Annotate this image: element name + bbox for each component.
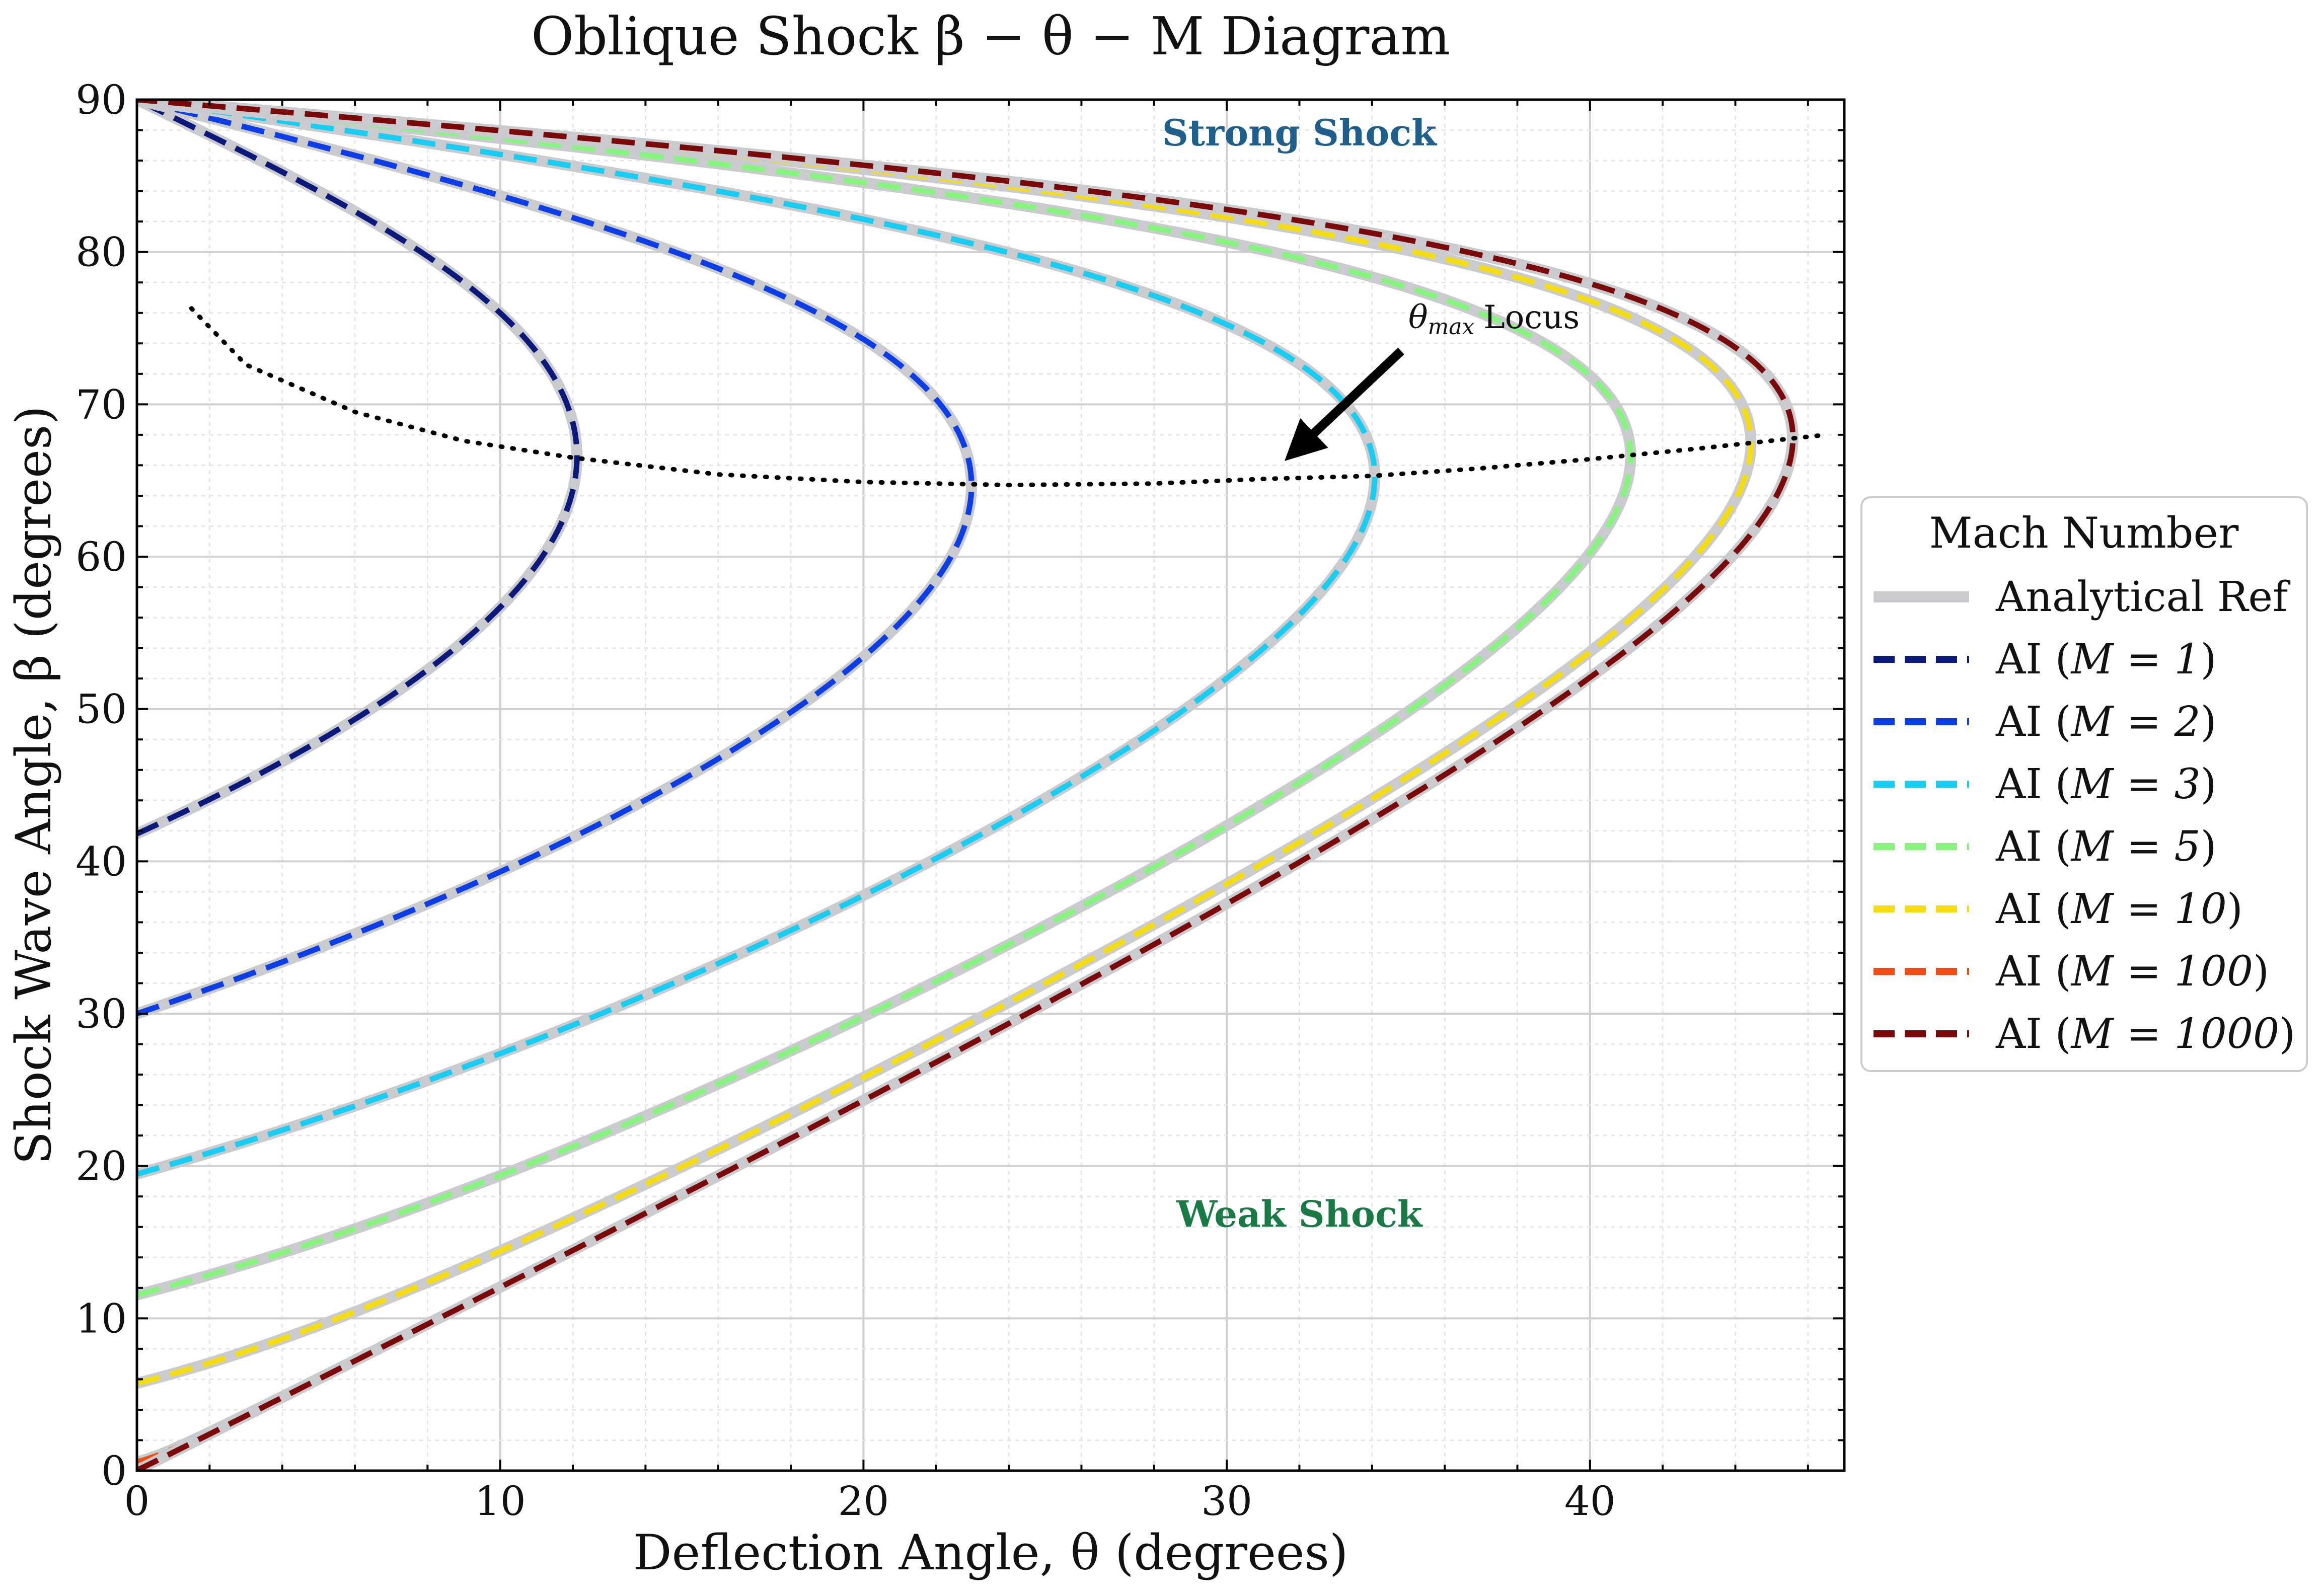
y-tick-label: 80: [76, 229, 127, 276]
legend-label-suffix: ): [2201, 698, 2217, 746]
theta-max-subscript: max: [1428, 314, 1474, 340]
ai-curve-2: [137, 100, 975, 1017]
legend-box: [1860, 496, 2308, 1072]
axis-ticks: 0 10 20 30 40 0 10 20 30 40 50 60 70 80 90: [76, 77, 1844, 1525]
x-tick-label: 40: [1564, 1478, 1616, 1525]
legend-label-1.5: AI (M = 1): [1995, 636, 2217, 683]
plot-frame: [135, 98, 1846, 1472]
analytical-ref-curve: [137, 100, 1757, 1389]
legend-label-prefix: AI (: [1995, 698, 2071, 746]
y-tick-label: 10: [76, 1295, 127, 1342]
legend-label-math: M = 3: [2070, 761, 2201, 808]
legend-label-5: AI (M = 5): [1995, 823, 2217, 871]
analytical-ref-curve: [137, 100, 1636, 1301]
grid: [137, 100, 1844, 1471]
y-tick-label: 60: [76, 534, 127, 580]
locus-word: Locus: [1483, 299, 1580, 336]
legend-label-prefix: AI (: [1995, 823, 2071, 871]
curves-group: [137, 100, 1829, 1471]
legend-label-suffix: ): [2253, 948, 2269, 996]
legend-label-suffix: ): [2201, 823, 2217, 871]
legend-label-suffix: ): [2279, 1010, 2295, 1058]
legend-label-math: M = 5: [2070, 823, 2201, 871]
ai-curve-3: [137, 100, 1378, 1177]
analytical-ref-curve: [137, 100, 583, 840]
x-tick-label: 20: [838, 1478, 889, 1525]
y-tick-label: 90: [76, 77, 127, 123]
legend-label-math: M = 2: [2070, 698, 2201, 746]
theta-max-locus-label: θmax Locus: [1408, 299, 1580, 340]
y-tick-label: 30: [76, 991, 127, 1037]
x-axis-label: Deflection Angle, θ (degrees): [633, 1525, 1348, 1581]
x-tick-label: 10: [475, 1478, 526, 1525]
legend-label-math: M = 10: [2070, 885, 2227, 933]
legend-title: Mach Number: [1929, 508, 2239, 558]
y-axis-label: Shock Wave Angle, β (degrees): [6, 406, 62, 1165]
legend-label-suffix: ): [2201, 636, 2217, 683]
legend-label-prefix: AI (: [1995, 1010, 2071, 1058]
legend-label-1000: AI (M = 1000): [1995, 1010, 2295, 1058]
chart-title: Oblique Shock β − θ − M Diagram: [531, 6, 1450, 67]
x-tick-label: 30: [1201, 1478, 1252, 1525]
ai-curve-10: [137, 100, 1754, 1386]
ai-curve-1000: [137, 100, 1796, 1471]
legend-label-10: AI (M = 10): [1995, 885, 2243, 933]
legend-label-prefix: AI (: [1995, 885, 2071, 933]
y-tick-label: 40: [76, 838, 127, 885]
legend-label-prefix: AI (: [1995, 636, 2071, 683]
ai-curve-1.5: [137, 100, 580, 837]
x-tick-label: 0: [124, 1478, 150, 1525]
theta-symbol: θ: [1408, 299, 1428, 336]
legend-label-math: M = 100: [2070, 948, 2253, 996]
legend-label-suffix: ): [2201, 761, 2217, 808]
ai-curve-5: [137, 100, 1634, 1298]
weak-shock-label: Weak Shock: [1176, 1193, 1423, 1236]
legend-label-3: AI (M = 3): [1995, 761, 2217, 808]
theta-max-arrow: [1284, 347, 1404, 461]
y-tick-label: 70: [76, 381, 127, 428]
legend-label-math: M = 1: [2070, 636, 2201, 683]
legend-label-math: M = 1000: [2070, 1010, 2279, 1058]
legend-label-prefix: AI (: [1995, 948, 2071, 996]
legend-label-100: AI (M = 100): [1995, 948, 2269, 996]
legend-label-prefix: AI (: [1995, 761, 2071, 808]
y-tick-label: 50: [76, 686, 127, 733]
legend-label-suffix: ): [2227, 885, 2243, 933]
y-tick-label: 0: [101, 1448, 127, 1494]
legend-label-2: AI (M = 2): [1995, 698, 2217, 746]
y-tick-label: 20: [76, 1143, 127, 1190]
strong-shock-label: Strong Shock: [1162, 111, 1438, 154]
theta-max-locus: [189, 306, 1829, 488]
legend-label-reference: Analytical Ref: [1995, 573, 2291, 621]
